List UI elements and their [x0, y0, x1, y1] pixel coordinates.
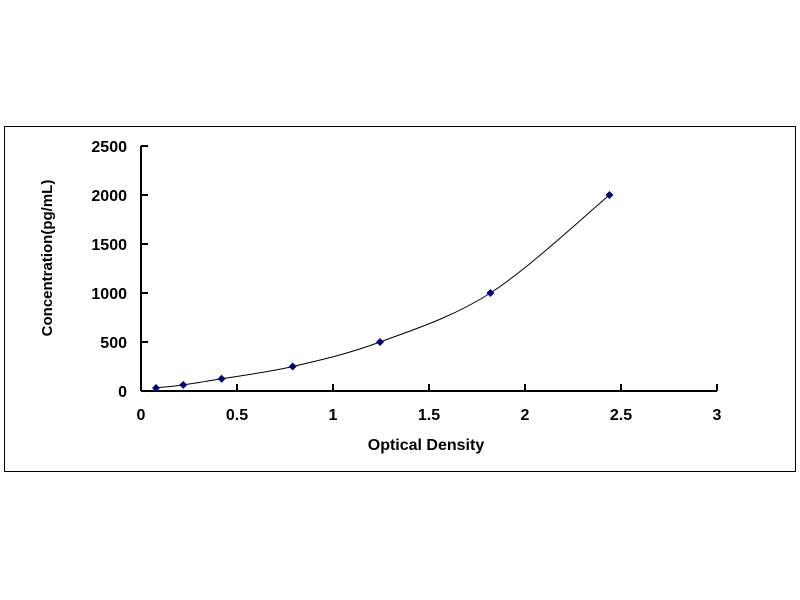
- y-tick-label: 2500: [91, 139, 127, 156]
- data-point-diamond: [179, 380, 188, 389]
- x-tick-label: 2.5: [610, 407, 632, 424]
- fitted-curve: [155, 194, 610, 389]
- x-tick-label: 1: [329, 407, 338, 424]
- data-points: [151, 191, 614, 392]
- x-axis-label: Optical Density: [368, 437, 485, 454]
- y-tick-label: 0: [118, 384, 127, 401]
- chart-frame: [4, 126, 796, 472]
- data-point-diamond: [486, 289, 495, 297]
- y-tick-label: 1500: [91, 237, 127, 254]
- x-tick-label: 0.5: [226, 407, 248, 424]
- data-point-diamond: [605, 191, 614, 199]
- x-tick-label: 3: [713, 407, 722, 424]
- y-tick-label: 1000: [91, 286, 127, 303]
- x-tick-label: 1.5: [418, 407, 440, 424]
- data-point-diamond: [288, 362, 297, 371]
- data-point-diamond: [217, 374, 226, 383]
- data-point-diamond: [376, 338, 385, 346]
- data-point-diamond: [151, 383, 160, 392]
- y-tick-label: 2000: [91, 188, 127, 205]
- axes: 0 0.5 1 1.5 2 2.5 3 0 500 1000 1500 2000 2500: [91, 139, 721, 424]
- y-tick-label: 500: [100, 335, 127, 352]
- y-axis-label: Concentration(pg/mL): [39, 180, 56, 337]
- x-tick-label: 0: [137, 407, 146, 424]
- x-tick-label: 2: [521, 407, 530, 424]
